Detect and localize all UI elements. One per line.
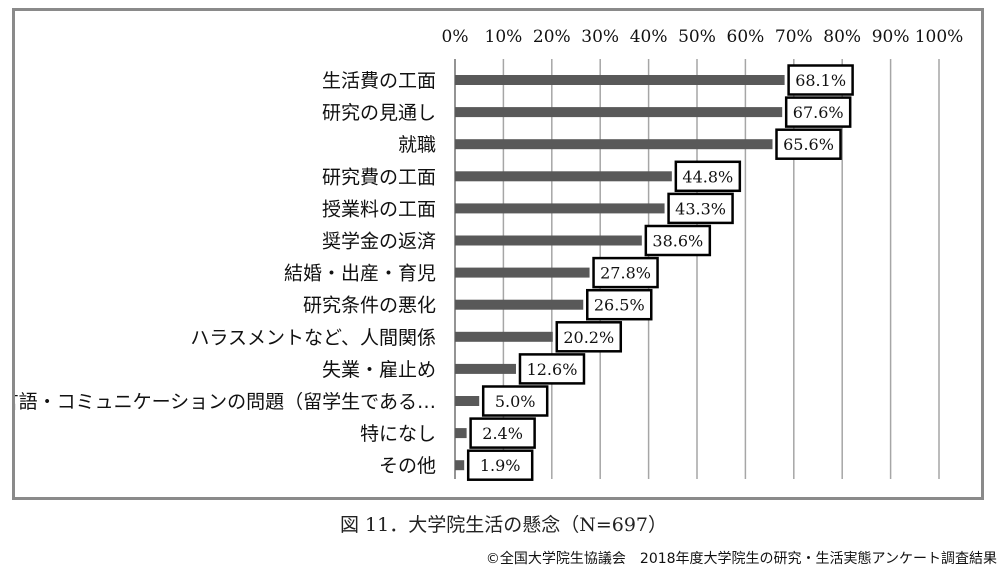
- x-tick-label: 60%: [727, 27, 765, 47]
- bar: [455, 363, 516, 374]
- bar: [455, 428, 467, 439]
- data-label-box: [469, 417, 536, 449]
- category-label: 生活費の工面: [322, 70, 436, 92]
- x-tick-label: 30%: [581, 27, 619, 47]
- data-label: 1.9%: [480, 456, 521, 475]
- data-label: 5.0%: [495, 392, 536, 411]
- data-label-box: [586, 288, 653, 321]
- x-tick-label: 70%: [775, 27, 813, 47]
- data-label-box: [644, 224, 712, 257]
- data-label-box: [518, 353, 586, 385]
- data-label: 67.6%: [793, 103, 844, 122]
- category-label: 失業・雇止め: [322, 359, 436, 381]
- data-label-box: [787, 64, 854, 96]
- data-label-box: [775, 128, 842, 160]
- figure-caption: 図 11．大学院生活の懸念（N=697）: [339, 514, 668, 536]
- x-tick-label: 90%: [872, 27, 910, 47]
- bar: [455, 203, 665, 214]
- category-label: 結婚・出産・育児: [284, 263, 436, 285]
- data-label-box: [667, 192, 734, 225]
- bar: [455, 139, 773, 150]
- x-tick-label: 10%: [485, 27, 523, 47]
- x-tick-label: 50%: [678, 27, 716, 47]
- data-label-box: [784, 96, 852, 128]
- bar: [455, 331, 553, 342]
- bar-chart: 0% 10% 20% 30% 40% 50% 60% 70% 80% 90% 100% 生活費の工面 6…: [15, 27, 964, 481]
- category-label: 研究条件の悪化: [303, 295, 436, 317]
- category-label: 授業料の工面: [322, 198, 436, 220]
- x-tick-label: 100%: [915, 27, 964, 47]
- bar: [455, 396, 480, 406]
- data-label: 27.8%: [600, 264, 651, 283]
- category-label: 就職: [398, 134, 436, 156]
- bar: [455, 267, 590, 278]
- source-credit: ©全国大学院生協議会 2018年度大学院生の研究・生活実態アンケート調査結果: [485, 551, 997, 567]
- bar: [455, 107, 783, 118]
- category-label: 奨学金の返済: [322, 231, 436, 253]
- data-label: 38.6%: [652, 232, 703, 251]
- bar: [455, 75, 785, 85]
- data-label: 20.2%: [563, 328, 614, 347]
- x-tick-label: 20%: [533, 27, 571, 47]
- data-label-box: [674, 160, 742, 193]
- data-label-box: [466, 449, 534, 481]
- category-label: 研究の見通し: [322, 102, 436, 124]
- bar: [455, 235, 642, 246]
- data-label: 44.8%: [682, 167, 733, 186]
- data-label: 2.4%: [482, 424, 523, 443]
- bar: [455, 299, 584, 310]
- data-label: 26.5%: [594, 296, 645, 315]
- data-label: 12.6%: [527, 360, 578, 379]
- category-label: 特になし: [360, 423, 436, 445]
- bar: [455, 171, 672, 182]
- data-label-box: [592, 256, 659, 289]
- x-tick-label: 80%: [823, 27, 861, 47]
- data-label-box: [555, 321, 623, 353]
- category-label: 言語・コミュニケーションの問題（留学生である…: [15, 391, 436, 413]
- x-tick-label: 0%: [442, 27, 469, 47]
- bar: [455, 460, 465, 471]
- category-label: その他: [379, 455, 436, 477]
- data-label: 43.3%: [675, 199, 726, 218]
- data-label: 68.1%: [795, 71, 846, 90]
- category-label: 研究費の工面: [322, 166, 436, 188]
- chart-frame: 0% 10% 20% 30% 40% 50% 60% 70% 80% 90% 100% 生活費の工面 6…: [12, 8, 984, 500]
- data-label: 65.6%: [783, 135, 834, 154]
- x-tick-label: 40%: [630, 27, 668, 47]
- category-label: ハラスメントなど、人間関係: [190, 327, 436, 349]
- data-label-box: [481, 385, 549, 417]
